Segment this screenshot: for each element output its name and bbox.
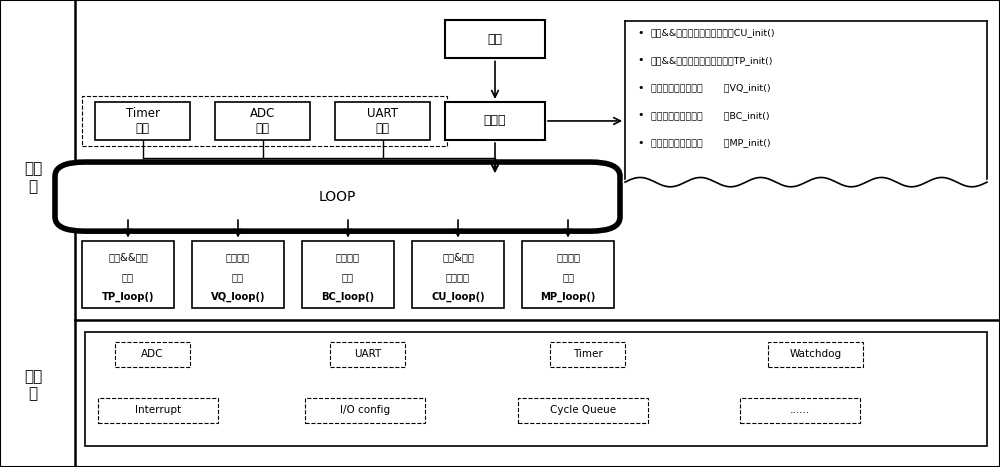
FancyBboxPatch shape: [305, 398, 425, 423]
Text: 定时&&事件: 定时&&事件: [108, 252, 148, 262]
Text: Watchdog: Watchdog: [789, 349, 842, 360]
Text: Timer: Timer: [573, 349, 602, 360]
Text: 电压采集: 电压采集: [226, 252, 250, 262]
FancyBboxPatch shape: [192, 241, 284, 308]
Text: UART
中断: UART 中断: [367, 107, 398, 135]
Text: ......: ......: [790, 405, 810, 416]
Text: 初始化: 初始化: [484, 114, 506, 127]
FancyBboxPatch shape: [55, 162, 620, 231]
Text: •: •: [637, 55, 644, 65]
Text: Cycle Queue: Cycle Queue: [550, 405, 616, 416]
Text: 通讯处理单元初始化       ：MP_init(): 通讯处理单元初始化 ：MP_init(): [651, 138, 771, 148]
Text: ADC
中断: ADC 中断: [250, 107, 275, 135]
Text: 电压采集单元初始化       ：VQ_init(): 电压采集单元初始化 ：VQ_init(): [651, 83, 771, 92]
Text: VQ_loop(): VQ_loop(): [211, 292, 265, 302]
Text: I/O config: I/O config: [340, 405, 390, 416]
Text: 定时&&事件处理单元初始化：TP_init(): 定时&&事件处理单元初始化：TP_init(): [651, 56, 774, 65]
FancyBboxPatch shape: [550, 342, 625, 367]
FancyBboxPatch shape: [335, 102, 430, 140]
FancyBboxPatch shape: [522, 241, 614, 308]
FancyBboxPatch shape: [518, 398, 648, 423]
Text: •: •: [637, 110, 644, 120]
Text: LOOP: LOOP: [319, 190, 356, 204]
FancyBboxPatch shape: [95, 102, 190, 140]
Text: 状态&逻辑: 状态&逻辑: [442, 252, 474, 262]
Text: 单元: 单元: [342, 272, 354, 282]
Text: 应用
层: 应用 层: [24, 161, 42, 194]
FancyBboxPatch shape: [302, 241, 394, 308]
Text: MP_loop(): MP_loop(): [540, 292, 596, 302]
FancyBboxPatch shape: [82, 241, 174, 308]
FancyBboxPatch shape: [115, 342, 190, 367]
FancyBboxPatch shape: [740, 398, 860, 423]
FancyBboxPatch shape: [330, 342, 405, 367]
Text: •: •: [637, 28, 644, 38]
Text: 状态&&逻辑控制单元初始化：CU_init(): 状态&&逻辑控制单元初始化：CU_init(): [651, 28, 776, 37]
FancyBboxPatch shape: [626, 21, 986, 182]
Text: Interrupt: Interrupt: [135, 405, 181, 416]
FancyBboxPatch shape: [768, 342, 863, 367]
Text: 电池充电单元初始化       ：BC_init(): 电池充电单元初始化 ：BC_init(): [651, 111, 770, 120]
Text: 处理: 处理: [122, 272, 134, 282]
Text: Timer
中断: Timer 中断: [126, 107, 160, 135]
Text: 通讯处理: 通讯处理: [556, 252, 580, 262]
Text: 开始: 开始: [488, 33, 503, 46]
Text: CU_loop(): CU_loop(): [431, 292, 485, 302]
Text: 电池充电: 电池充电: [336, 252, 360, 262]
Text: 单元: 单元: [232, 272, 244, 282]
Text: •: •: [637, 83, 644, 93]
Text: •: •: [637, 138, 644, 148]
Text: UART: UART: [354, 349, 381, 360]
FancyBboxPatch shape: [412, 241, 504, 308]
Text: 驱动
层: 驱动 层: [24, 369, 42, 402]
Text: TP_loop(): TP_loop(): [102, 292, 154, 302]
Text: BC_loop(): BC_loop(): [321, 292, 375, 302]
FancyBboxPatch shape: [215, 102, 310, 140]
Text: ADC: ADC: [141, 349, 164, 360]
FancyBboxPatch shape: [445, 102, 545, 140]
Text: 单元: 单元: [562, 272, 574, 282]
Text: 控制单元: 控制单元: [446, 272, 470, 282]
FancyBboxPatch shape: [445, 20, 545, 58]
FancyBboxPatch shape: [98, 398, 218, 423]
FancyBboxPatch shape: [85, 332, 987, 446]
